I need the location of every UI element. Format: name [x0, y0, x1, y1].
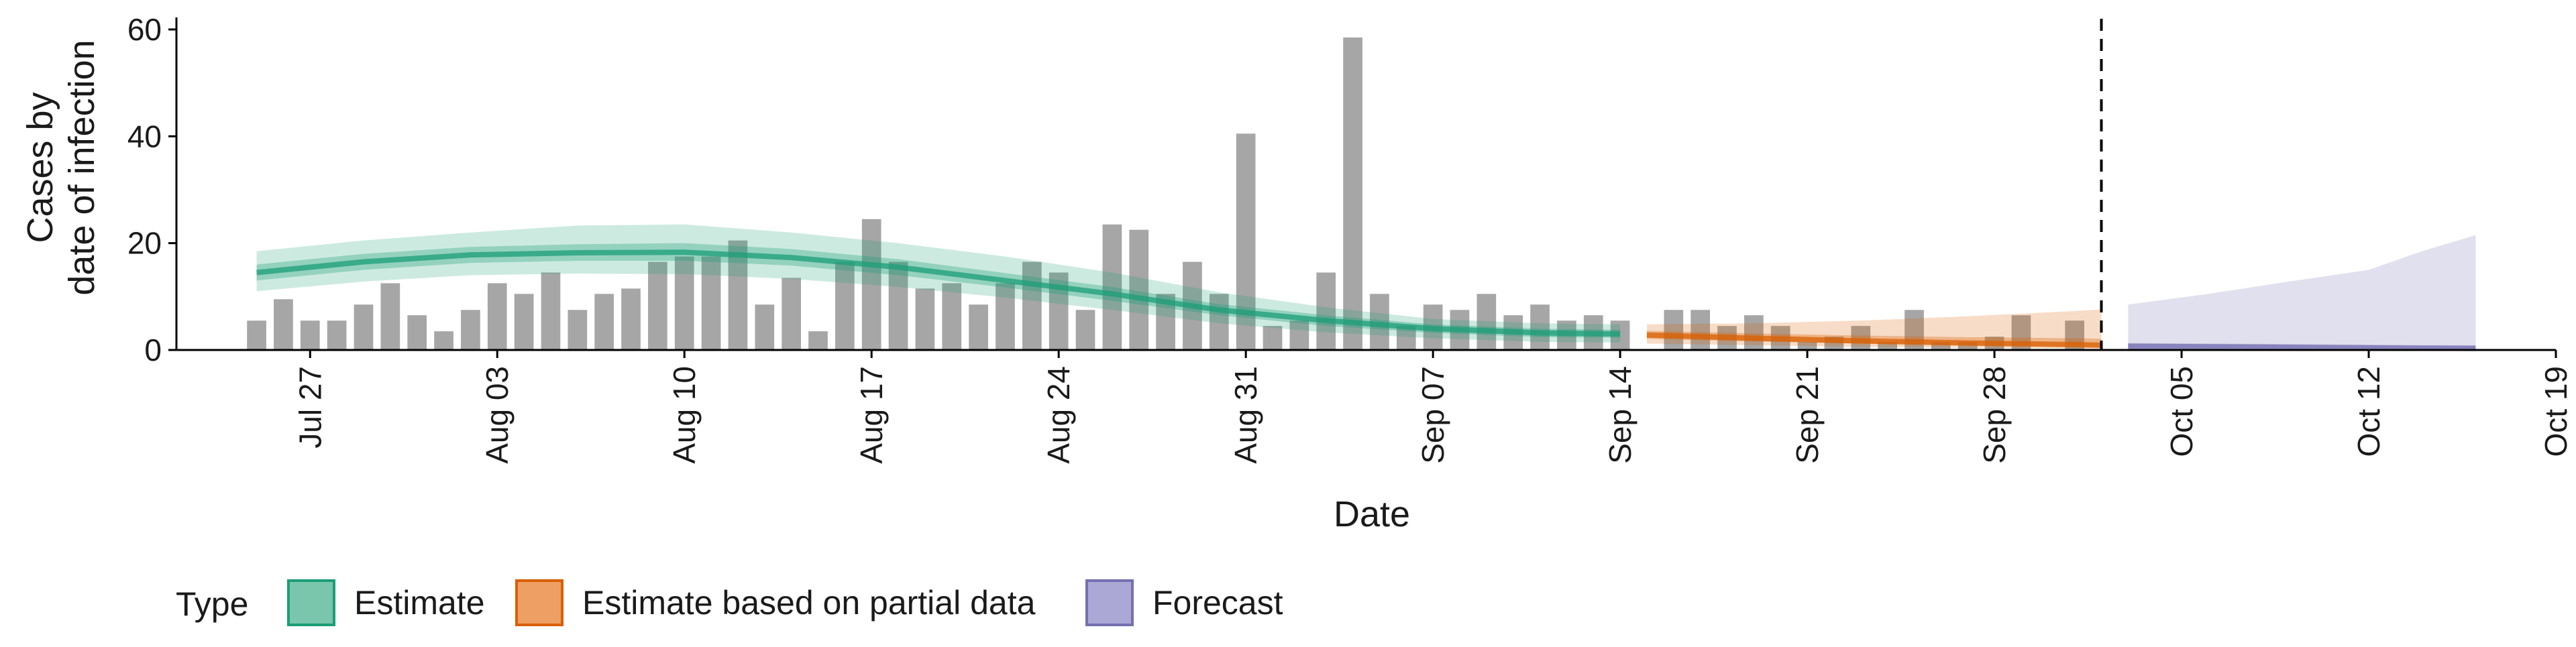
- y-axis-title-line-2: date of infection: [62, 40, 102, 295]
- bar: [461, 310, 480, 350]
- bar: [728, 240, 748, 350]
- bar: [514, 294, 534, 350]
- bar: [1530, 304, 1550, 350]
- bar: [327, 320, 347, 350]
- bar: [274, 299, 293, 350]
- legend-swatch: [515, 579, 564, 626]
- bar: [1957, 342, 1978, 350]
- bar: [1878, 342, 1897, 350]
- bar: [1851, 326, 1871, 350]
- bar: [1209, 294, 1229, 350]
- estimate-median-line: [256, 249, 1621, 337]
- bar: [1477, 294, 1497, 350]
- bar: [1797, 342, 1817, 350]
- x-tick-label: Oct 12: [2351, 366, 2386, 457]
- bar: [1343, 37, 1362, 351]
- bar: [354, 304, 374, 350]
- bar: [674, 256, 694, 350]
- bar: [755, 304, 775, 350]
- axes-layer: 0 20 40 60 Jul 27 Aug 03 Aug 10 Aug 17 Aug 24 Aug…: [127, 12, 2573, 464]
- legend-swatch: [287, 579, 335, 626]
- bar: [1022, 261, 1042, 350]
- bar: [1664, 310, 1684, 350]
- bar: [247, 320, 266, 350]
- x-tick-label: Jul 27: [292, 366, 327, 449]
- bar: [1396, 326, 1416, 350]
- legend-label: Estimate: [354, 584, 485, 622]
- y-axis-title-line-1: Cases by: [20, 92, 60, 243]
- y-tick-label: 40: [127, 119, 162, 154]
- x-tick-label: Oct 05: [2164, 366, 2199, 457]
- legend-label: Forecast: [1152, 584, 1283, 622]
- bar: [568, 310, 588, 350]
- bar: [1316, 272, 1336, 350]
- bar: [1263, 326, 1283, 350]
- partial-estimate-median-line: [1646, 332, 2102, 348]
- forecast-median-line: [2128, 343, 2476, 351]
- bar: [1744, 315, 1764, 350]
- bar: [1075, 310, 1095, 350]
- bar: [594, 294, 614, 350]
- bar: [487, 283, 507, 350]
- x-axis-title: Date: [1334, 494, 1410, 534]
- bar: [407, 315, 427, 350]
- bar: [541, 272, 561, 350]
- bar: [996, 283, 1015, 350]
- y-tick-label: 60: [127, 12, 162, 47]
- bar: [808, 331, 828, 350]
- x-tick-label: Sep 21: [1790, 366, 1825, 464]
- legend-label: Estimate based on partial data: [582, 584, 1036, 622]
- bar: [861, 219, 881, 350]
- bar: [915, 288, 935, 350]
- x-tick-label: Aug 24: [1041, 366, 1076, 464]
- x-tick-label: Sep 07: [1415, 366, 1450, 464]
- bar: [1129, 229, 1149, 350]
- bar: [969, 304, 988, 350]
- x-tick-label: Oct 19: [2538, 366, 2573, 457]
- x-tick-label: Aug 10: [667, 366, 702, 464]
- y-tick-label: 0: [144, 333, 162, 367]
- bar: [648, 261, 667, 350]
- x-tick-label: Aug 31: [1228, 366, 1263, 464]
- bar: [434, 331, 453, 350]
- bar: [782, 278, 801, 350]
- legend-swatch: [1085, 579, 1134, 626]
- bar: [1931, 342, 1951, 350]
- bar: [888, 261, 908, 350]
- x-tick-label: Sep 28: [1977, 366, 2012, 464]
- bar: [701, 256, 721, 350]
- bar: [942, 283, 962, 350]
- x-tick-label: Aug 03: [480, 366, 515, 464]
- bar: [380, 283, 400, 350]
- y-tick-label: 20: [127, 226, 162, 261]
- bar: [1289, 320, 1309, 350]
- legend-title: Type: [176, 585, 248, 623]
- x-tick-label: Aug 17: [854, 366, 889, 464]
- legend: Type Estimate Estimate based on partial d…: [176, 579, 1283, 626]
- bar: [1102, 224, 1122, 350]
- x-tick-label: Sep 14: [1603, 366, 1638, 464]
- bar: [621, 288, 641, 350]
- bar: [1690, 310, 1711, 350]
- bands-layer: [256, 224, 2476, 351]
- legend-items: Estimate Estimate based on partial data Fo…: [287, 579, 1283, 626]
- bar: [300, 320, 320, 350]
- bar: [835, 261, 855, 350]
- forecast-band-90: [2128, 235, 2476, 350]
